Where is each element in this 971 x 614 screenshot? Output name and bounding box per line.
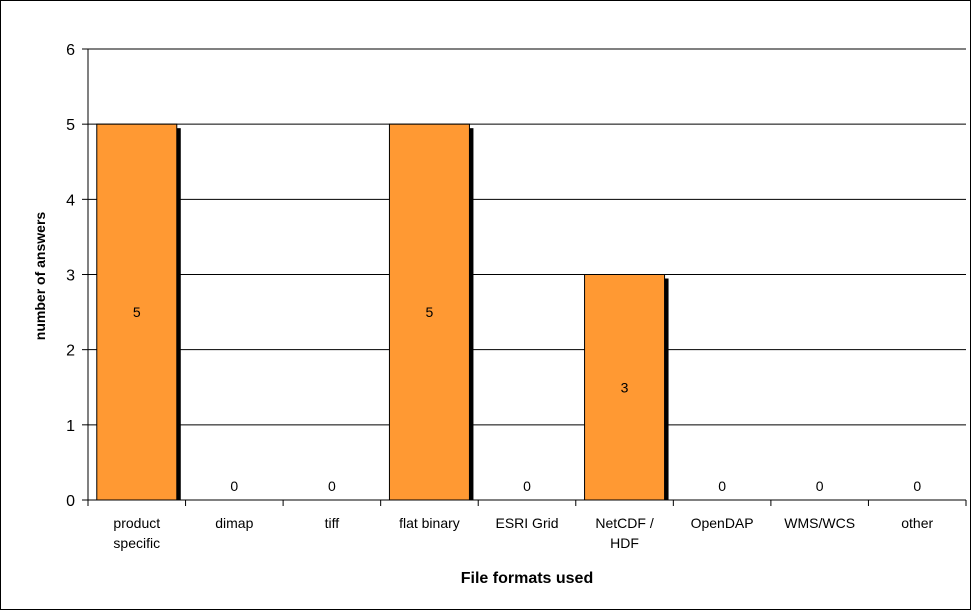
data-label: 5 <box>426 304 434 320</box>
data-label: 0 <box>523 478 531 494</box>
bar <box>388 123 470 501</box>
x-tick-label: NetCDF / HDF <box>595 515 653 551</box>
tick-labels: 0 1 2 3 4 5 6 product specific dimap tiff flat bina… <box>66 42 933 551</box>
bar <box>96 123 178 501</box>
data-label: 3 <box>621 379 629 395</box>
y-tick-label: 6 <box>66 42 75 59</box>
x-tick-label: dimap <box>215 515 253 531</box>
y-axis-title: number of answers <box>32 212 48 341</box>
y-tick-label: 0 <box>66 493 75 510</box>
x-axis-title: File formats used <box>461 570 593 587</box>
x-tick-label: tiff <box>325 515 340 531</box>
bars <box>96 123 669 501</box>
y-tick-label: 4 <box>66 192 75 209</box>
x-tick-label: other <box>901 515 933 531</box>
data-labels: 5 0 0 5 0 3 0 0 0 <box>133 304 921 494</box>
data-label: 0 <box>718 478 726 494</box>
y-tick-label: 5 <box>66 117 75 134</box>
data-label: 0 <box>328 478 336 494</box>
axes <box>82 48 967 506</box>
x-tick-label: WMS/WCS <box>784 515 855 531</box>
x-tick-label: flat binary <box>399 515 460 531</box>
y-tick-label: 2 <box>66 343 75 360</box>
x-tick-label: OpenDAP <box>691 515 754 531</box>
gridlines <box>88 48 966 426</box>
data-label: 0 <box>913 478 921 494</box>
data-label: 0 <box>230 478 238 494</box>
y-tick-label: 3 <box>66 268 75 285</box>
data-label: 5 <box>133 304 141 320</box>
bar <box>584 274 666 501</box>
x-tick-label: ESRI Grid <box>495 515 558 531</box>
x-tick-label: product specific <box>113 515 160 551</box>
y-tick-label: 1 <box>66 418 75 435</box>
data-label: 0 <box>816 478 824 494</box>
